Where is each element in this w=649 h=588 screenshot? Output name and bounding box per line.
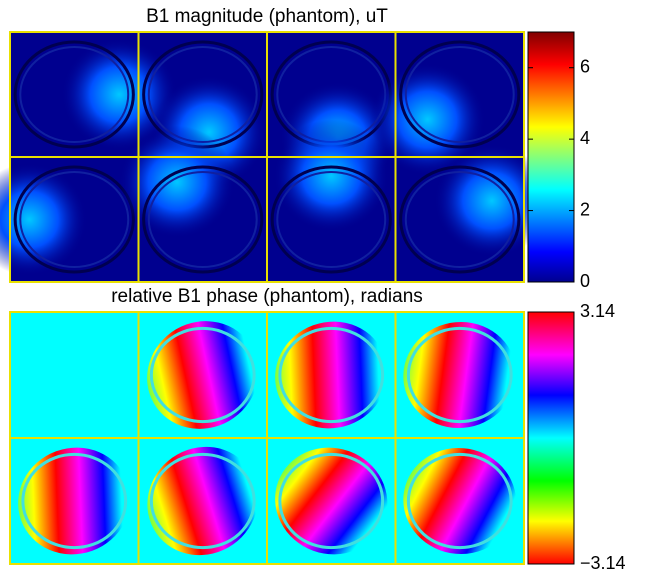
- phase-map: [403, 447, 517, 555]
- phase-map: [147, 446, 259, 556]
- phantom-ring: [13, 40, 135, 149]
- phantom-ring: [270, 165, 392, 274]
- field-glow: [119, 125, 235, 239]
- phase-map: [275, 447, 388, 555]
- phantom-ring: [149, 326, 256, 424]
- phantom-ring: [19, 171, 130, 268]
- phantom-ring: [147, 171, 258, 268]
- field-glow: [61, 38, 178, 151]
- phantom-ring: [19, 46, 130, 143]
- phantom-ring: [406, 452, 513, 550]
- field-glow: [0, 163, 88, 276]
- field-glow: [273, 119, 390, 232]
- panels: B1 magnitude (phantom), uT 0 2 4 6 relative B…: [0, 6, 626, 573]
- phantom-ring: [278, 452, 385, 550]
- montage-frame: [9, 31, 525, 283]
- phantom-ring: [142, 165, 264, 274]
- phantom-ring: [13, 165, 135, 274]
- colorbar: [527, 31, 575, 283]
- colorbar-tick-label: 3.14: [580, 301, 615, 321]
- phase-map: [18, 447, 131, 555]
- phase-map: [147, 321, 259, 429]
- panel-title: relative B1 phase (phantom), radians: [111, 286, 423, 307]
- colorbar-tick-label: 0: [580, 271, 590, 291]
- phantom-ring: [406, 326, 513, 424]
- phase-map: [403, 321, 517, 429]
- colorbar-tick-label: 2: [580, 199, 590, 219]
- phantom-ring: [399, 165, 521, 274]
- phantom-ring: [399, 40, 521, 149]
- colorbar-tick-label: −3.14: [580, 553, 626, 573]
- phantom-ring: [276, 171, 387, 268]
- phantom-ring: [149, 452, 256, 550]
- phantom-ring: [278, 326, 385, 424]
- phase-map: [275, 321, 388, 429]
- phantom-ring: [21, 452, 128, 550]
- phantom-ring: [404, 171, 515, 268]
- panel-title: B1 magnitude (phantom), uT: [146, 6, 388, 27]
- phantom-ring: [404, 46, 515, 143]
- colorbar-tick-label: 6: [580, 56, 590, 76]
- colorbar: [527, 311, 575, 565]
- colorbar-tick-label: 4: [580, 128, 590, 148]
- montage-frame: [9, 311, 525, 565]
